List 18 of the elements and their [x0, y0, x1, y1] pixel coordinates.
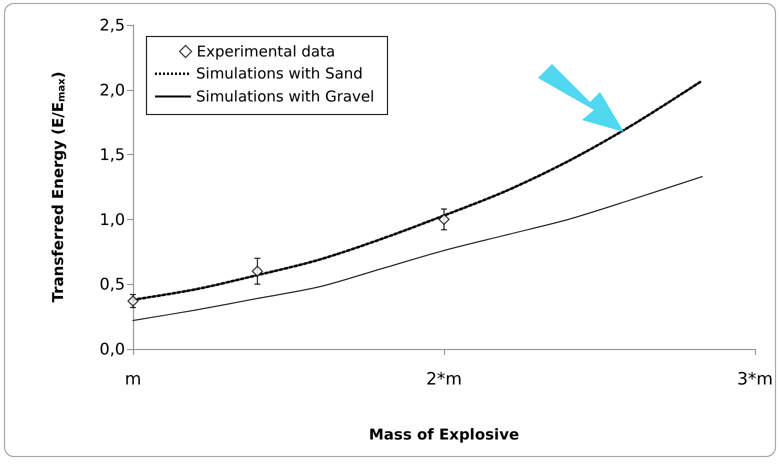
line-series — [132, 176, 703, 321]
y-tick-label: 0,5 — [100, 274, 125, 294]
y-tick-label: 2,5 — [100, 16, 125, 34]
y-tick-label: 0,0 — [100, 340, 125, 358]
legend-label: Simulations with Gravel — [196, 88, 374, 106]
y-axis-title: Transferred Energy (E/Emax) — [49, 72, 68, 302]
x-axis-title: Mass of Explosive — [368, 426, 520, 444]
point — [127, 295, 139, 307]
x-tick-label: 2*m — [426, 370, 462, 390]
y-tick-label: 2,0 — [100, 80, 125, 100]
x-tick-label: 3*m — [737, 370, 773, 390]
point — [252, 266, 263, 277]
x-tick-label: m — [124, 370, 142, 390]
y-tick-label: 1,0 — [100, 210, 125, 229]
legend-label: Simulations with Sand — [196, 64, 363, 82]
legend-label: Experimental data — [196, 42, 336, 60]
point — [438, 214, 450, 225]
y-tick-label: 1,5 — [100, 145, 125, 164]
